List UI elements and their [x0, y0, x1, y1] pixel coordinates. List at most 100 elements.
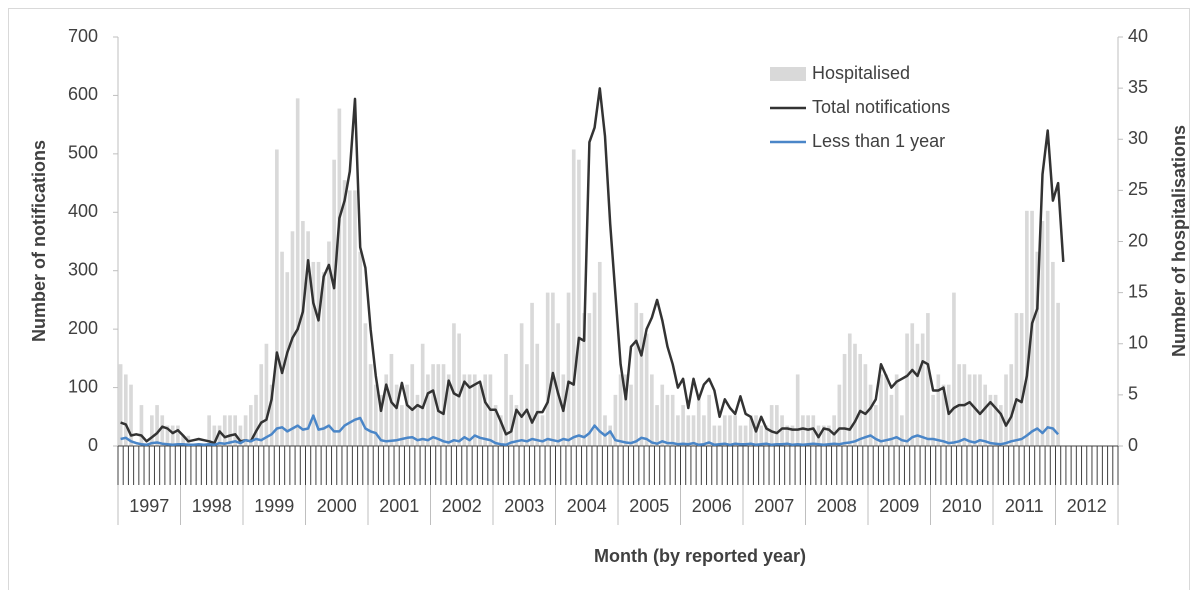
bar: [176, 425, 180, 446]
bar: [368, 364, 373, 446]
bar: [139, 405, 144, 446]
bar: [1004, 374, 1008, 446]
bar: [571, 149, 576, 446]
bar: [946, 384, 951, 446]
bar: [363, 323, 368, 446]
bar: [509, 394, 514, 446]
bar: [790, 425, 795, 446]
bar: [452, 323, 456, 446]
bar: [650, 374, 654, 446]
bar: [306, 231, 310, 446]
bar: [285, 272, 290, 446]
x-group-label: 2008: [817, 496, 857, 516]
bar: [764, 425, 769, 446]
y-tick-label: 200: [68, 318, 98, 338]
bar: [910, 323, 915, 446]
bar: [920, 333, 925, 446]
bar: [321, 272, 326, 446]
bar: [837, 384, 842, 446]
bar: [665, 394, 670, 446]
bar: [160, 415, 165, 446]
bar: [540, 415, 545, 446]
bar: [566, 292, 571, 446]
bar: [832, 415, 836, 446]
bar: [280, 251, 284, 446]
bar: [676, 415, 680, 446]
bar: [358, 251, 363, 446]
bar: [696, 394, 701, 446]
x-group-label: 2009: [879, 496, 919, 516]
bar: [405, 384, 409, 446]
bar: [983, 384, 988, 446]
bar: [556, 323, 560, 446]
bar: [478, 384, 482, 446]
bar: [592, 292, 597, 446]
bar: [400, 405, 404, 446]
x-group-label: 1999: [254, 496, 294, 516]
bar: [353, 190, 357, 446]
bar: [613, 394, 618, 446]
bar: [457, 333, 461, 446]
x-group-label: 2005: [629, 496, 669, 516]
bar: [931, 394, 935, 446]
bar: [483, 374, 488, 446]
bar: [446, 374, 451, 446]
bar: [129, 384, 133, 446]
bar: [644, 333, 649, 446]
bar: [275, 149, 279, 446]
bar: [915, 343, 920, 446]
x-group-label: 2004: [567, 496, 607, 516]
bar: [795, 374, 800, 446]
x-group-label: 1998: [192, 496, 232, 516]
bar: [545, 292, 550, 446]
bar: [337, 108, 342, 446]
bar: [379, 394, 383, 446]
bar: [295, 98, 300, 446]
legend-swatch: [770, 67, 806, 81]
legend-label: Total notifications: [812, 97, 950, 117]
bar: [155, 405, 159, 446]
bar: [884, 374, 889, 446]
x-group-label: 1997: [129, 496, 169, 516]
bar: [525, 364, 529, 446]
bar: [415, 394, 420, 446]
bar: [759, 425, 764, 446]
bar: [1014, 313, 1019, 446]
bar: [1045, 210, 1050, 446]
bar: [733, 415, 738, 446]
line-series: [120, 87, 1065, 445]
x-group-label: 2000: [317, 496, 357, 516]
y2-tick-label: 5: [1128, 384, 1138, 404]
bar: [660, 384, 665, 446]
bar: [1035, 251, 1040, 446]
bar: [384, 374, 389, 446]
bar: [868, 384, 873, 446]
bar: [905, 333, 909, 446]
y2-tick-label: 30: [1128, 128, 1148, 148]
chart-frame: [8, 8, 1190, 590]
bar: [217, 425, 222, 446]
bar: [988, 394, 993, 446]
bar: [254, 394, 258, 446]
bar: [681, 405, 685, 446]
bar: [623, 374, 628, 446]
bar: [327, 241, 331, 446]
y-tick-label: 300: [68, 259, 98, 279]
bar: [603, 415, 607, 446]
bar: [993, 394, 998, 446]
bar: [207, 415, 211, 446]
bar: [493, 405, 498, 446]
bar: [873, 405, 878, 446]
bar: [722, 415, 727, 446]
bar: [743, 425, 748, 446]
bar: [702, 415, 706, 446]
bar: [123, 374, 128, 446]
bar: [712, 425, 717, 446]
bar: [222, 415, 227, 446]
bar: [212, 425, 217, 446]
bar: [863, 364, 868, 446]
y-axis-title: Number of notifications: [29, 140, 49, 342]
bar: [462, 374, 467, 446]
bar: [1019, 313, 1024, 446]
